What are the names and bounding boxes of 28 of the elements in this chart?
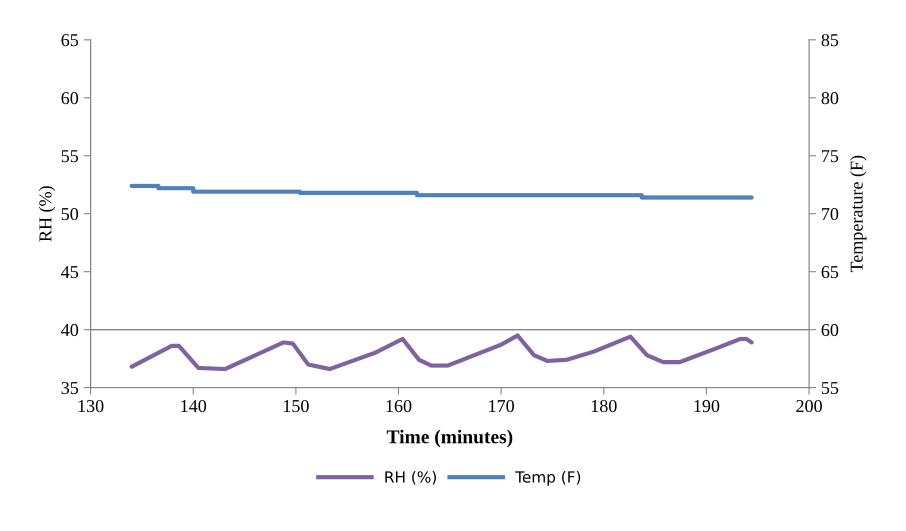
x-tick-label: 140 bbox=[181, 400, 206, 412]
y2-tick-label: 75 bbox=[822, 150, 838, 162]
x-tick-label: 130 bbox=[78, 400, 104, 412]
y-tick-label: 45 bbox=[61, 266, 78, 278]
x-tick-label: 150 bbox=[284, 400, 309, 412]
y2-tick-label: 85 bbox=[822, 34, 838, 46]
y2-axis-title: Temperature (F) bbox=[850, 156, 866, 272]
y-tick-label: 35 bbox=[62, 382, 78, 394]
x-tick-label: 180 bbox=[592, 400, 617, 412]
x-tick-label: 160 bbox=[386, 400, 412, 412]
y2-tick-label: 55 bbox=[822, 382, 838, 394]
y2-tick-label: 80 bbox=[822, 92, 838, 104]
x-tick-label: 170 bbox=[489, 400, 514, 412]
y2-tick-label: 70 bbox=[822, 208, 838, 220]
y-tick-label: 60 bbox=[62, 92, 78, 104]
y2-tick-label: 60 bbox=[822, 324, 838, 336]
y-tick-label: 55 bbox=[62, 150, 78, 162]
y-tick-label: 50 bbox=[62, 208, 78, 220]
y2-tick-label: 65 bbox=[822, 266, 838, 278]
x-axis-title: Time (minutes) bbox=[386, 430, 512, 448]
legend-label: RH (%) bbox=[385, 470, 436, 485]
x-tick-label: 190 bbox=[694, 400, 720, 412]
x-tick-label: 200 bbox=[796, 400, 822, 412]
legend-label: Temp (F) bbox=[515, 470, 580, 486]
y-tick-label: 65 bbox=[62, 34, 78, 46]
line-series bbox=[130, 333, 754, 372]
y-tick-label: 40 bbox=[61, 324, 78, 336]
y-axis-title: RH (%) bbox=[38, 186, 56, 242]
